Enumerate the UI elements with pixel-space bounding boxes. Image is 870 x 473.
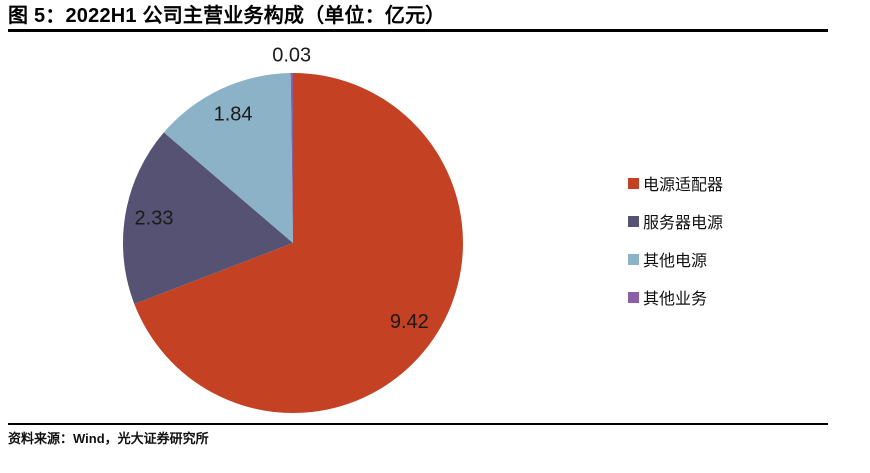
legend-swatch-icon	[628, 291, 639, 303]
legend-item-电源适配器: 电源适配器	[628, 172, 828, 194]
title-divider	[8, 29, 828, 32]
legend-label: 其他电源	[643, 253, 708, 270]
pie-slice-其他电源	[163, 73, 293, 244]
legend-item-其他业务: 其他业务	[628, 286, 828, 308]
figure-title: 图 5：2022H1 公司主营业务构成（单位：亿元）	[8, 5, 446, 27]
legend-swatch-icon	[628, 253, 639, 265]
chart-legend: 电源适配器服务器电源其他电源其他业务	[628, 172, 828, 324]
legend-label: 电源适配器	[643, 177, 724, 194]
footer-divider	[8, 423, 828, 425]
pie-slice-服务器电源	[123, 132, 293, 304]
source-note: 资料来源：Wind，光大证券研究所	[8, 431, 209, 446]
legend-item-服务器电源: 服务器电源	[628, 210, 828, 232]
data-label-服务器电源: 2.33	[135, 207, 174, 229]
legend-label: 其他业务	[643, 291, 708, 308]
data-label-其他电源: 1.84	[214, 103, 253, 125]
pie-slice-电源适配器	[134, 73, 464, 414]
data-label-其他业务: 0.03	[272, 44, 311, 66]
legend-label: 服务器电源	[643, 215, 724, 232]
pie-slice-其他业务	[290, 73, 293, 243]
data-label-电源适配器: 9.42	[390, 311, 429, 333]
legend-swatch-icon	[628, 177, 639, 189]
legend-item-其他电源: 其他电源	[628, 248, 828, 270]
legend-swatch-icon	[628, 215, 639, 227]
